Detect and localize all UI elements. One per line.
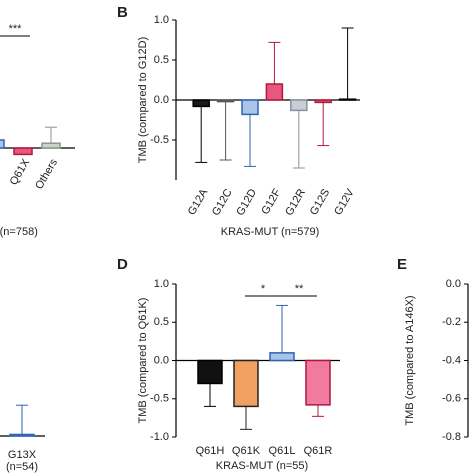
x-tick-label: G12R: [283, 187, 308, 218]
x-axis-title: UT (n=758): [0, 226, 38, 238]
y-axis-title: TMB (compared to Q61K): [137, 298, 149, 424]
x-axis-title: KRAS-MUT (n=55): [216, 460, 308, 472]
x-tick-label: Q61K: [232, 445, 261, 457]
x-tick-label: G12V: [332, 186, 357, 217]
y-tick-label: 1.0: [154, 14, 169, 26]
y-tick-label: -1.0: [150, 431, 169, 443]
bar: [192, 99, 210, 108]
panel-label: D: [117, 256, 128, 273]
y-tick-label: -0.5: [150, 393, 169, 405]
significance-label: **: [295, 283, 304, 295]
y-axis-title: TMB (compared to A146X): [404, 295, 416, 425]
x-tick-label: Others: [33, 157, 60, 192]
y-tick-label: 0.0: [154, 94, 169, 106]
bar: [9, 433, 35, 437]
x-tick-label: G12S: [308, 187, 332, 217]
bar: [233, 359, 259, 408]
significance-label: *: [261, 283, 266, 295]
y-tick-label: -0.6: [442, 393, 461, 405]
y-tick-label: -0.4: [442, 354, 461, 366]
bar: [197, 359, 223, 385]
x-tick-label: G12D: [234, 187, 259, 218]
y-tick-label: 0.0: [154, 354, 169, 366]
bar: [13, 147, 33, 156]
x-tick-label: Q61L: [269, 445, 296, 457]
y-tick-label: -0.8: [442, 431, 461, 443]
x-tick-label: G12A: [186, 186, 211, 217]
bar: [241, 99, 259, 116]
y-axis-title: TMB (compared to G12D): [137, 37, 149, 164]
x-axis-title: KRAS-MUT (n=579): [221, 226, 320, 238]
x-tick-label: Q61R: [304, 445, 333, 457]
y-tick-label: 0.0: [446, 278, 461, 290]
panel-label: B: [117, 4, 128, 21]
bar: [265, 83, 284, 101]
bar: [314, 99, 332, 104]
bar: [0, 139, 5, 149]
bar: [216, 99, 235, 103]
bar: [269, 352, 295, 362]
y-tick-label: -0.5: [150, 134, 169, 146]
y-tick-label: 1.0: [154, 278, 169, 290]
x-tick-label: G12F: [259, 187, 283, 217]
bar: [290, 99, 308, 112]
y-tick-label: 0.5: [154, 316, 169, 328]
x-tick-label: Q61H: [196, 445, 225, 457]
panel-label: E: [397, 256, 407, 273]
x-axis-title: (n=54): [6, 461, 38, 473]
y-tick-label: 0.5: [154, 54, 169, 66]
significance-label: ***: [9, 23, 23, 35]
bar: [41, 142, 61, 149]
bar: [338, 98, 357, 101]
x-tick-label: G13X: [8, 449, 37, 461]
x-tick-label: Q61X: [8, 156, 33, 187]
bar: [305, 359, 331, 406]
y-tick-label: -0.2: [442, 316, 461, 328]
x-tick-label: G12C: [210, 187, 235, 218]
